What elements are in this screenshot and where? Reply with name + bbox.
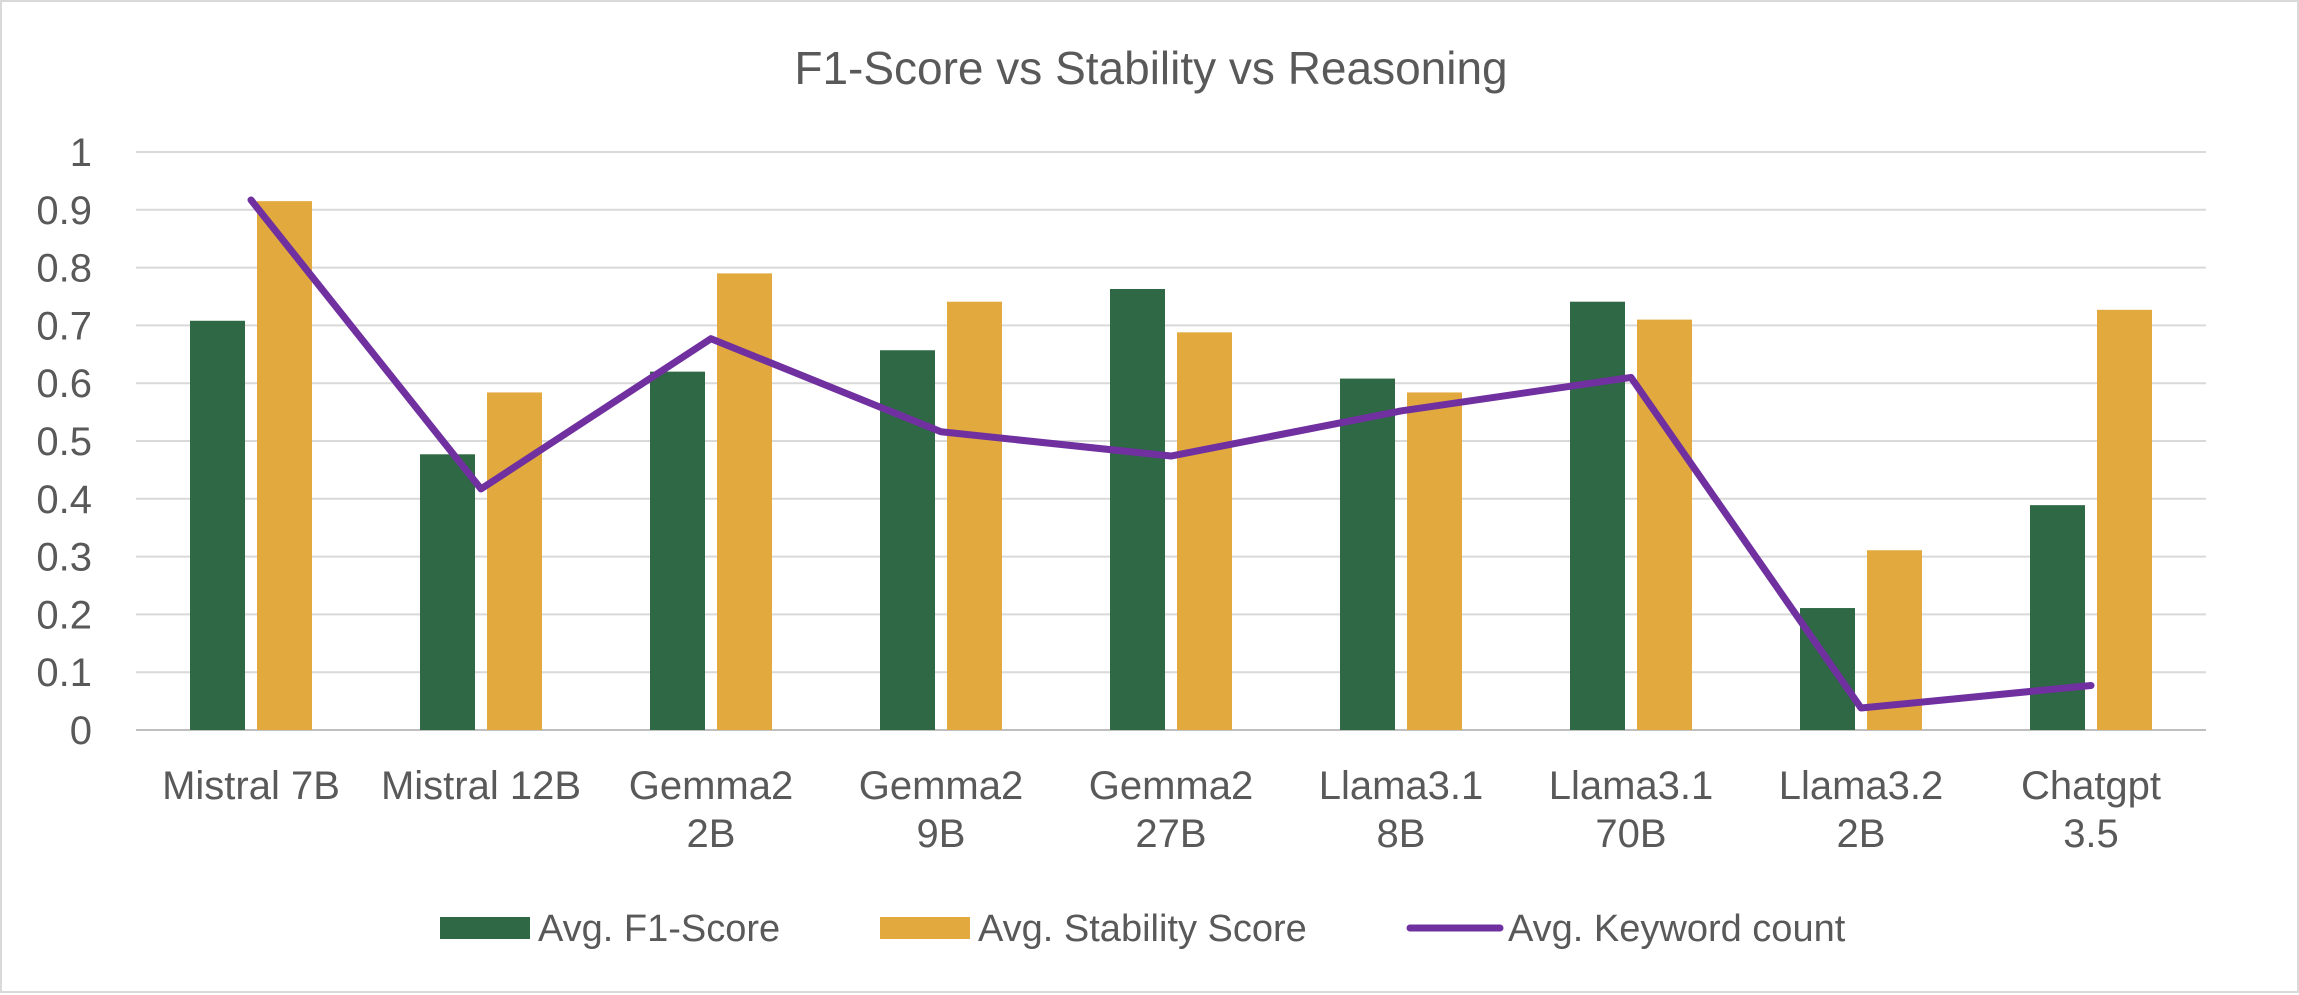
bar-f1-score — [1570, 301, 1625, 730]
y-tick-label: 0.4 — [36, 478, 92, 522]
x-category-label: Mistral 7B — [162, 764, 340, 808]
bar-f1-score — [420, 454, 475, 730]
line-point — [480, 488, 482, 490]
chart-title: F1-Score vs Stability vs Reasoning — [794, 42, 1507, 94]
bar-stability-score — [257, 201, 312, 730]
legend-swatch-f1-score — [440, 917, 530, 939]
y-axis-ticks: 0 0.1 0.2 0.3 0.4 0.5 0.6 0.7 0.8 0.9 1 — [36, 131, 92, 753]
legend-label: Avg. F1-Score — [538, 908, 780, 950]
bar-stability-score — [487, 392, 542, 730]
line-point — [1630, 376, 1632, 378]
x-category-label: Chatgpt 3.5 — [2021, 764, 2161, 856]
gridlines — [136, 151, 2206, 731]
x-category-label: Mistral 12B — [381, 764, 581, 808]
x-category-label: Gemma2 27B — [1089, 764, 1254, 856]
bar-f1-score — [2030, 505, 2085, 730]
line-point — [1860, 707, 1862, 709]
y-tick-label: 0.2 — [36, 593, 92, 637]
x-category-label: Llama3.2 2B — [1779, 764, 1944, 856]
legend: Avg. F1-Score Avg. Stability Score Avg. Ke… — [440, 908, 1846, 950]
y-tick-label: 0.3 — [36, 536, 92, 580]
bar-stability-score — [1637, 319, 1692, 730]
bars — [190, 201, 2152, 730]
y-tick-label: 0 — [70, 709, 92, 753]
bar-stability-score — [1177, 332, 1232, 730]
legend-label: Avg. Keyword count — [1508, 908, 1846, 950]
x-category-label: Llama3.1 8B — [1319, 764, 1484, 856]
bar-stability-score — [947, 301, 1002, 730]
line-point — [250, 199, 252, 201]
bar-f1-score — [650, 371, 705, 730]
bar-f1-score — [1340, 378, 1395, 730]
bar-f1-score — [190, 320, 245, 730]
x-category-label: Gemma2 9B — [859, 764, 1024, 856]
y-tick-label: 0.1 — [36, 651, 92, 695]
line-point — [2090, 684, 2092, 686]
keyword-line — [247, 196, 2095, 712]
y-tick-label: 0.9 — [36, 189, 92, 233]
legend-swatch-stability-score — [880, 917, 970, 939]
line-point — [940, 431, 942, 433]
line-point — [710, 338, 712, 340]
x-category-label: Gemma2 2B — [629, 764, 794, 856]
y-tick-label: 1 — [70, 131, 92, 175]
legend-label: Avg. Stability Score — [978, 908, 1307, 950]
y-tick-label: 0.8 — [36, 247, 92, 291]
line-point — [1170, 455, 1172, 457]
bar-f1-score — [1110, 288, 1165, 730]
x-axis-categories: Mistral 7B Mistral 12B Gemma2 2B Gemma2 9B Gem… — [162, 764, 2161, 856]
x-category-label: Llama3.1 70B — [1549, 764, 1714, 856]
y-tick-label: 0.7 — [36, 304, 92, 348]
bar-stability-score — [1407, 392, 1462, 730]
bar-stability-score — [2097, 309, 2152, 730]
y-tick-label: 0.5 — [36, 420, 92, 464]
line-point — [1400, 410, 1402, 412]
y-tick-label: 0.6 — [36, 362, 92, 406]
